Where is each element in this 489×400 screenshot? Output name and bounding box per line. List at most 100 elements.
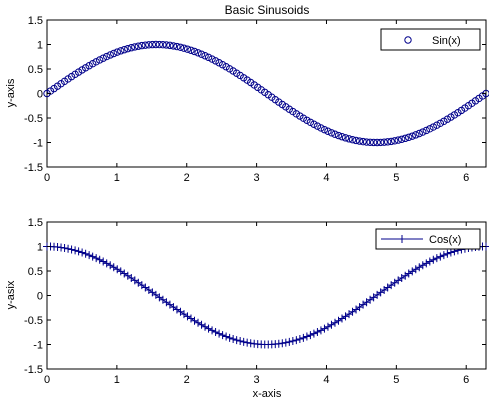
x-tick-label: 6 [463, 172, 469, 184]
data-point [81, 249, 90, 258]
data-point [419, 128, 427, 136]
data-point [88, 252, 97, 261]
axis-ticks: 0 1 2 3 4 5 6 -1.5 -1 -0.5 0 0.5 1 1.5 [24, 15, 486, 184]
data-point [88, 60, 97, 68]
data-point [60, 244, 69, 253]
data-point [310, 120, 318, 128]
data-point [387, 137, 395, 146]
data-point [103, 52, 111, 61]
data-point [218, 331, 227, 340]
data-point [345, 135, 353, 143]
data-point [186, 314, 195, 323]
data-point [295, 335, 304, 344]
data-point [306, 118, 315, 127]
data-point [429, 123, 438, 131]
data-point [446, 248, 455, 257]
data-point [197, 320, 206, 329]
legend-label-sin: Sin(x) [432, 35, 461, 47]
data-point [383, 138, 392, 146]
y-tick-label: 0.5 [28, 266, 43, 278]
data-point [78, 248, 87, 257]
x-tick-label: 3 [254, 172, 260, 184]
data-point [348, 136, 357, 144]
data-point [415, 263, 424, 272]
axis-ticks: 0 1 2 3 4 5 6 -1.5 -1 -0.5 0 0.5 1 1.5 [24, 217, 486, 386]
x-tick-label: 6 [463, 374, 469, 386]
y-tick-label: 1.5 [28, 15, 43, 27]
x-tick-label: 0 [44, 374, 50, 386]
y-tick-label: -1 [33, 138, 43, 150]
data-point [281, 338, 290, 347]
x-tick-label: 4 [323, 374, 329, 386]
data-point [166, 41, 174, 50]
data-point [162, 41, 171, 49]
data-point [232, 336, 241, 345]
data-point [211, 328, 220, 337]
y-tick-label: 1.5 [28, 217, 43, 229]
data-point [278, 339, 287, 348]
data-point [169, 42, 178, 50]
data-point [176, 43, 185, 51]
legend: Cos(x) [375, 228, 481, 250]
legend-box [380, 28, 481, 51]
data-point [380, 138, 388, 146]
data-point [299, 333, 308, 342]
data-point [327, 320, 336, 329]
sin-series [43, 40, 489, 147]
data-point [215, 329, 224, 338]
x-tick-label: 2 [184, 374, 190, 386]
data-point [131, 43, 139, 51]
data-point [85, 61, 93, 70]
data-point [201, 322, 210, 331]
data-point [67, 245, 76, 254]
y-tick-label: 1 [37, 40, 43, 52]
data-point [102, 259, 111, 268]
data-point [110, 49, 118, 58]
legend-box [375, 228, 481, 250]
data-point [366, 138, 374, 147]
data-point [433, 121, 441, 129]
legend-label-cos: Cos(x) [429, 234, 461, 246]
data-point [222, 332, 231, 341]
data-point [243, 338, 252, 347]
y-axis-label: y-axis [5, 78, 17, 107]
data-point [159, 40, 167, 49]
data-point [190, 316, 199, 325]
data-point [412, 131, 420, 139]
data-point [92, 58, 100, 66]
data-point [201, 52, 209, 60]
x-axis-label: x-axis [253, 388, 282, 400]
data-point [99, 257, 108, 266]
data-point [180, 44, 188, 52]
x-tick-label: 2 [184, 172, 190, 184]
y-tick-label: -1.5 [24, 364, 43, 376]
y-tick-label: -1 [33, 340, 43, 352]
data-point [425, 257, 434, 266]
y-tick-label: 1 [37, 242, 43, 254]
data-point [341, 134, 350, 142]
data-point [155, 40, 164, 49]
legend: Sin(x) [380, 28, 481, 51]
y-tick-label: 0.5 [28, 64, 43, 76]
data-point [99, 54, 107, 62]
chart-title: Basic Sinusoids [225, 3, 310, 17]
x-tick-label: 1 [114, 172, 120, 184]
data-point [211, 57, 220, 65]
data-point [173, 42, 181, 51]
data-point [113, 48, 121, 56]
cos-subplot: 0 1 2 3 4 5 6-1.5-1-0.500.511.5 x-axis y-asix … [5, 217, 489, 400]
data-point [338, 133, 346, 141]
data-point [394, 136, 402, 144]
data-point [408, 132, 416, 140]
data-point [359, 137, 367, 146]
data-point [415, 129, 423, 138]
x-tick-label: 1 [114, 374, 120, 386]
data-point [376, 138, 385, 147]
data-point [309, 329, 318, 338]
data-point [429, 255, 438, 264]
data-point [194, 49, 202, 57]
data-point [141, 41, 150, 49]
data-point [390, 137, 399, 145]
data-point [302, 332, 311, 341]
data-point [401, 134, 409, 143]
